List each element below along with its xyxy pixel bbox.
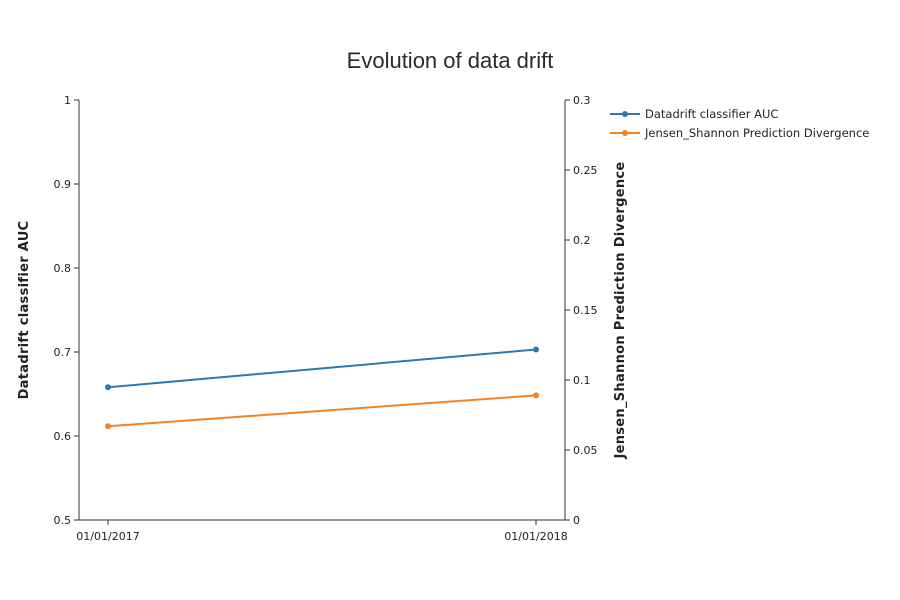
legend-item-2[interactable]: Jensen_Shannon Prediction Divergence: [610, 126, 869, 140]
series-point-2[interactable]: [105, 423, 111, 430]
left-tick-label: 0.6: [54, 430, 72, 443]
series-point-1[interactable]: [105, 384, 111, 391]
series-point-2[interactable]: [533, 392, 539, 399]
legend: Datadrift classifier AUC Jensen_Shannon P…: [610, 107, 869, 140]
left-tick-label: 0.8: [54, 262, 72, 275]
left-tick-label: 0.9: [54, 178, 72, 191]
right-tick-label: 0.2: [573, 234, 591, 247]
series-line-1[interactable]: [107, 348, 537, 389]
plot-area: [78, 100, 566, 521]
right-tick-label: 0.1: [573, 374, 591, 387]
series-line-2[interactable]: [107, 394, 537, 428]
left-axis-title: Datadrift classifier AUC: [17, 221, 32, 400]
series-layer: [105, 346, 539, 430]
x-tick-label: 01/01/2017: [76, 530, 139, 543]
left-axis-ticks: 0.5 0.6 0.7 0.8 0.9 1: [54, 94, 79, 527]
series-point-1[interactable]: [533, 346, 539, 353]
chart-title: Evolution of data drift: [347, 48, 554, 73]
right-tick-label: 0.25: [573, 164, 598, 177]
legend-label: Datadrift classifier AUC: [645, 107, 778, 121]
x-tick-label: 01/01/2018: [504, 530, 567, 543]
legend-swatch-marker: [622, 111, 628, 117]
legend-label: Jensen_Shannon Prediction Divergence: [644, 126, 869, 140]
left-tick-label: 1: [64, 94, 71, 107]
legend-swatch-marker: [622, 130, 628, 136]
right-axis-ticks: 0 0.05 0.1 0.15 0.2 0.25 0.3: [565, 94, 598, 527]
left-tick-label: 0.7: [54, 346, 72, 359]
right-tick-label: 0.05: [573, 444, 598, 457]
x-axis-ticks: 01/01/2017 01/01/2018: [76, 520, 568, 543]
legend-item-1[interactable]: Datadrift classifier AUC: [610, 107, 778, 121]
right-tick-label: 0: [573, 514, 580, 527]
right-tick-label: 0.15: [573, 304, 598, 317]
right-tick-label: 0.3: [573, 94, 591, 107]
left-tick-label: 0.5: [54, 514, 72, 527]
right-axis-title: Jensen_Shannon Prediction Divergence: [613, 161, 628, 459]
